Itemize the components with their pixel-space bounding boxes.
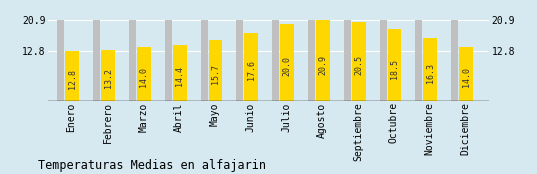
Text: 20.0: 20.0 <box>282 56 292 76</box>
Bar <box>352 22 366 101</box>
Bar <box>280 24 294 101</box>
Bar <box>208 40 222 101</box>
Bar <box>200 20 208 101</box>
Bar <box>415 20 422 101</box>
Bar <box>236 20 243 101</box>
Bar <box>173 45 186 101</box>
Bar <box>316 20 330 101</box>
Bar <box>165 20 172 101</box>
Bar <box>423 38 437 101</box>
Text: 13.2: 13.2 <box>104 68 113 88</box>
Bar <box>380 20 387 101</box>
Bar <box>388 29 401 101</box>
Bar <box>344 20 351 101</box>
Text: Temperaturas Medias en alfajarin: Temperaturas Medias en alfajarin <box>38 159 266 172</box>
Bar <box>272 20 279 101</box>
Text: 12.8: 12.8 <box>68 69 77 89</box>
Text: 14.0: 14.0 <box>462 67 470 87</box>
Bar <box>451 20 458 101</box>
Bar <box>129 20 136 101</box>
Text: 16.3: 16.3 <box>426 63 435 83</box>
Text: 14.0: 14.0 <box>140 67 148 87</box>
Bar <box>57 20 64 101</box>
Text: 20.9: 20.9 <box>318 55 328 75</box>
Bar <box>93 20 100 101</box>
Text: 18.5: 18.5 <box>390 59 399 79</box>
Bar <box>244 33 258 101</box>
Text: 15.7: 15.7 <box>211 64 220 84</box>
Text: 14.4: 14.4 <box>175 66 184 86</box>
Text: 17.6: 17.6 <box>247 60 256 80</box>
Text: 20.5: 20.5 <box>354 55 363 75</box>
Bar <box>101 50 115 101</box>
Bar <box>137 47 151 101</box>
Bar <box>66 52 79 101</box>
Bar <box>459 47 473 101</box>
Bar <box>308 20 315 101</box>
